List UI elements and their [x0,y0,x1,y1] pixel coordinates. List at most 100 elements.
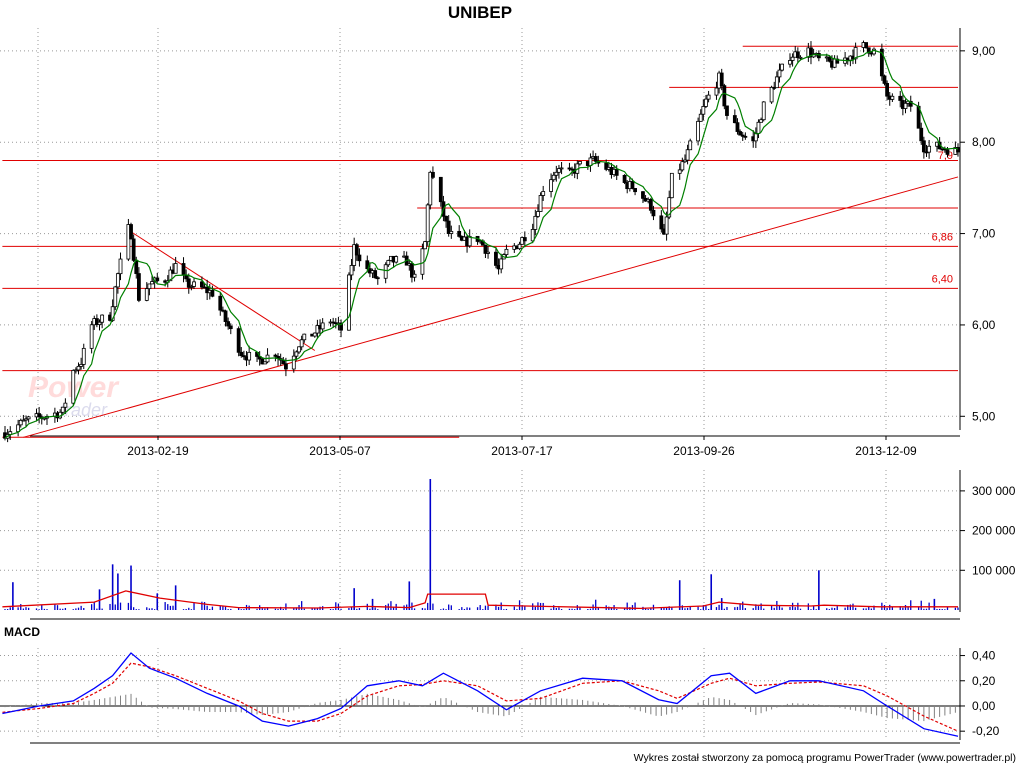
candle-body [604,162,609,170]
candle-body [683,159,687,163]
candle-body [522,237,527,242]
candle-body [706,94,711,100]
candle-body [788,60,792,65]
candle-body [780,63,785,71]
candle-body [173,263,178,274]
candle-body [394,256,399,263]
x-tick-label: 2013-05-07 [309,444,371,458]
x-tick-label: 2013-09-26 [673,444,735,458]
candle-body [467,235,472,247]
volume-y-tick-label: 100 000 [972,563,1016,577]
trend-line [23,176,959,438]
level-label: 6,40 [932,273,953,285]
macd-y-tick-label: -0,20 [972,724,1000,738]
candle-body [181,263,186,276]
candle-body [423,241,427,250]
candle-body [144,288,149,301]
axis-ticks: 2013-02-19 2013-05-07 2013-07-17 2013-09-26… [127,44,1015,738]
macd-y-tick-label: 0,00 [972,699,996,713]
macd-line [2,652,959,737]
candle-body [664,216,669,235]
candle-body [294,351,299,357]
candle-body [428,171,433,206]
candle-body [226,321,231,327]
candle-body [299,339,304,348]
candle-body [218,295,223,311]
candle-body [704,98,708,107]
candle-body [444,215,448,222]
candle-body [533,215,538,230]
volume-bars [2,478,959,610]
candle-body [614,168,619,176]
candle-body [24,418,28,421]
candle-body [633,188,637,193]
candle-body [284,363,288,370]
candle-body [549,179,553,192]
candle-body [486,251,490,254]
candle-body [42,417,47,420]
candle-body [412,273,417,278]
candle-body [446,220,451,234]
candle-body [798,56,803,59]
candle-body [115,273,120,288]
price-moving-average [4,49,959,439]
candle-body [168,269,173,282]
candle-body [26,416,31,420]
candle-body [567,167,572,170]
candle-body [150,281,154,285]
price-y-tick-label: 8,00 [972,135,996,149]
candle-body [200,281,204,288]
candle-body [701,106,706,115]
candle-body [236,328,241,353]
candle-body [743,135,748,138]
candle-body [60,406,65,413]
candle-body [410,263,414,278]
candle-body [21,419,26,422]
x-tick-label: 2013-12-09 [855,444,917,458]
candle-body [425,204,430,243]
candle-body [853,47,858,60]
candle-body [753,133,758,142]
price-y-tick-label: 7,00 [972,227,996,241]
candle-body [864,42,869,49]
candle-body [557,168,561,173]
candle-body [774,76,779,89]
candle-body [816,53,821,59]
macd-title: MACD [4,625,40,639]
candle-body [126,224,131,260]
candle-body [835,58,840,64]
candle-body [735,122,740,132]
candle-body [651,209,656,217]
candle-body [320,322,325,330]
level-label: 6,86 [932,231,953,243]
candle-body [630,181,635,189]
candle-body [732,115,737,124]
candle-body [438,176,443,203]
macd-lines [2,652,959,737]
candle-body [155,277,160,282]
candle-body [756,121,761,134]
candle-body [578,161,582,165]
candle-body [827,56,832,62]
candle-body [373,270,378,279]
candle-body [210,289,215,297]
price-y-tick-label: 5,00 [972,409,996,423]
x-tick-label: 2013-07-17 [491,444,553,458]
macd-signal-line [2,662,959,732]
candle-body [688,140,693,151]
candle-body [100,314,105,323]
candle-body [71,370,76,404]
support-resistance-levels: 6,866,407,9 [2,45,959,438]
candle-body [73,369,78,372]
candle-body [18,419,23,426]
candle-body [37,413,42,418]
candle-body [667,197,672,218]
candle-body [696,120,700,142]
chart-title: UNIBEP [448,3,512,22]
candle-body [499,258,504,270]
candle-body [866,47,871,54]
candle-body [273,354,278,357]
candle-body [186,278,191,288]
candle-body [223,310,228,323]
candle-body [312,332,317,337]
